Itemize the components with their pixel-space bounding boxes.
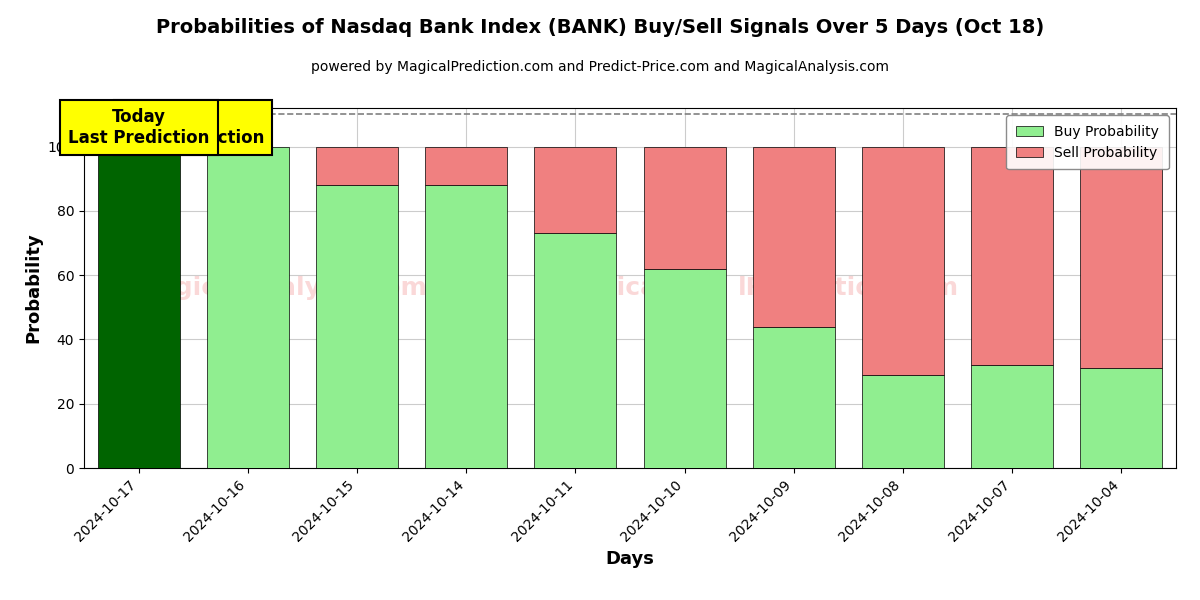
Bar bbox=[534, 233, 617, 468]
Bar bbox=[1080, 146, 1163, 368]
Text: Today
Last Prediction: Today Last Prediction bbox=[68, 108, 209, 146]
Bar bbox=[971, 146, 1054, 365]
Bar bbox=[862, 375, 944, 468]
Bar bbox=[316, 146, 398, 185]
Bar bbox=[643, 269, 726, 468]
Text: powered by MagicalPrediction.com and Predict-Price.com and MagicalAnalysis.com: powered by MagicalPrediction.com and Pre… bbox=[311, 60, 889, 74]
Text: Today
Last Prediction: Today Last Prediction bbox=[122, 108, 264, 146]
Bar bbox=[1080, 368, 1163, 468]
Bar bbox=[316, 185, 398, 468]
Text: Probabilities of Nasdaq Bank Index (BANK) Buy/Sell Signals Over 5 Days (Oct 18): Probabilities of Nasdaq Bank Index (BANK… bbox=[156, 18, 1044, 37]
Bar bbox=[206, 146, 289, 468]
Bar bbox=[643, 146, 726, 269]
Bar bbox=[752, 326, 835, 468]
Bar bbox=[971, 365, 1054, 468]
Bar bbox=[97, 146, 180, 468]
Bar bbox=[425, 185, 508, 468]
Y-axis label: Probability: Probability bbox=[24, 233, 42, 343]
Text: MagicalAnalysis.com: MagicalAnalysis.com bbox=[133, 276, 427, 300]
Legend: Buy Probability, Sell Probability: Buy Probability, Sell Probability bbox=[1006, 115, 1169, 169]
Text: Magica: Magica bbox=[558, 276, 659, 300]
Text: lPrediction.com: lPrediction.com bbox=[738, 276, 959, 300]
Bar bbox=[752, 146, 835, 326]
Bar bbox=[862, 146, 944, 375]
X-axis label: Days: Days bbox=[606, 550, 654, 568]
Bar bbox=[534, 146, 617, 233]
Bar bbox=[425, 146, 508, 185]
